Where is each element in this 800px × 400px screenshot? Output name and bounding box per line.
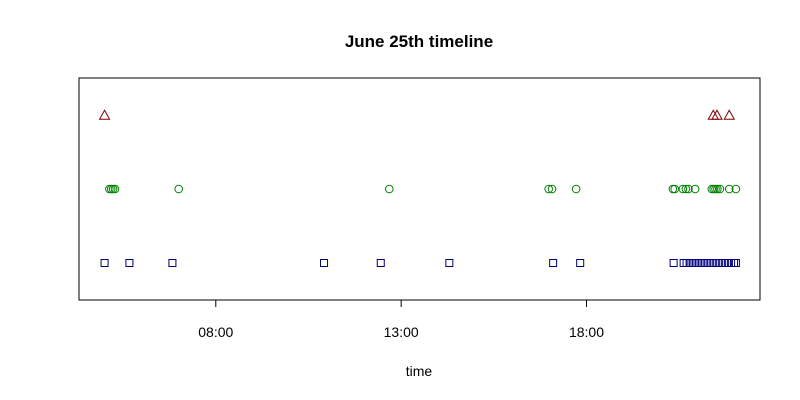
x-tick-label: 08:00 bbox=[198, 324, 233, 340]
plot-frame bbox=[78, 77, 761, 301]
square-point bbox=[576, 259, 585, 267]
circle-point bbox=[684, 184, 693, 194]
square-point bbox=[445, 259, 454, 267]
circle-point bbox=[174, 184, 184, 194]
triangle-point bbox=[711, 109, 723, 120]
circle-point bbox=[715, 184, 725, 194]
circle-point bbox=[713, 184, 722, 194]
circle-point bbox=[668, 184, 678, 194]
x-axis-label: time bbox=[406, 363, 433, 379]
circle-point bbox=[670, 184, 680, 194]
chart-title: June 25th timeline bbox=[345, 32, 493, 51]
circle-point bbox=[681, 184, 691, 194]
square-point bbox=[168, 259, 177, 267]
circle-point bbox=[678, 184, 688, 194]
circle-point bbox=[724, 184, 734, 194]
x-tick-label: 18:00 bbox=[569, 324, 604, 340]
square-point bbox=[100, 259, 109, 267]
square-point bbox=[669, 259, 678, 267]
square-point bbox=[320, 259, 329, 267]
triangle-point bbox=[98, 109, 111, 120]
square-point bbox=[549, 259, 558, 267]
circle-point bbox=[544, 184, 553, 194]
square-point bbox=[376, 259, 385, 267]
circle-point bbox=[110, 184, 120, 194]
circle-point bbox=[571, 184, 581, 194]
circle-point bbox=[384, 184, 394, 194]
data-points bbox=[98, 109, 741, 267]
circle-point bbox=[547, 184, 557, 194]
x-axis: 08:00 13:00 18:00 bbox=[198, 299, 604, 340]
square-point bbox=[731, 259, 740, 267]
x-tick-label: 13:00 bbox=[384, 324, 419, 340]
circle-point bbox=[731, 184, 741, 194]
circle-point bbox=[690, 184, 700, 194]
square-point bbox=[125, 259, 134, 267]
triangle-point bbox=[723, 109, 736, 120]
